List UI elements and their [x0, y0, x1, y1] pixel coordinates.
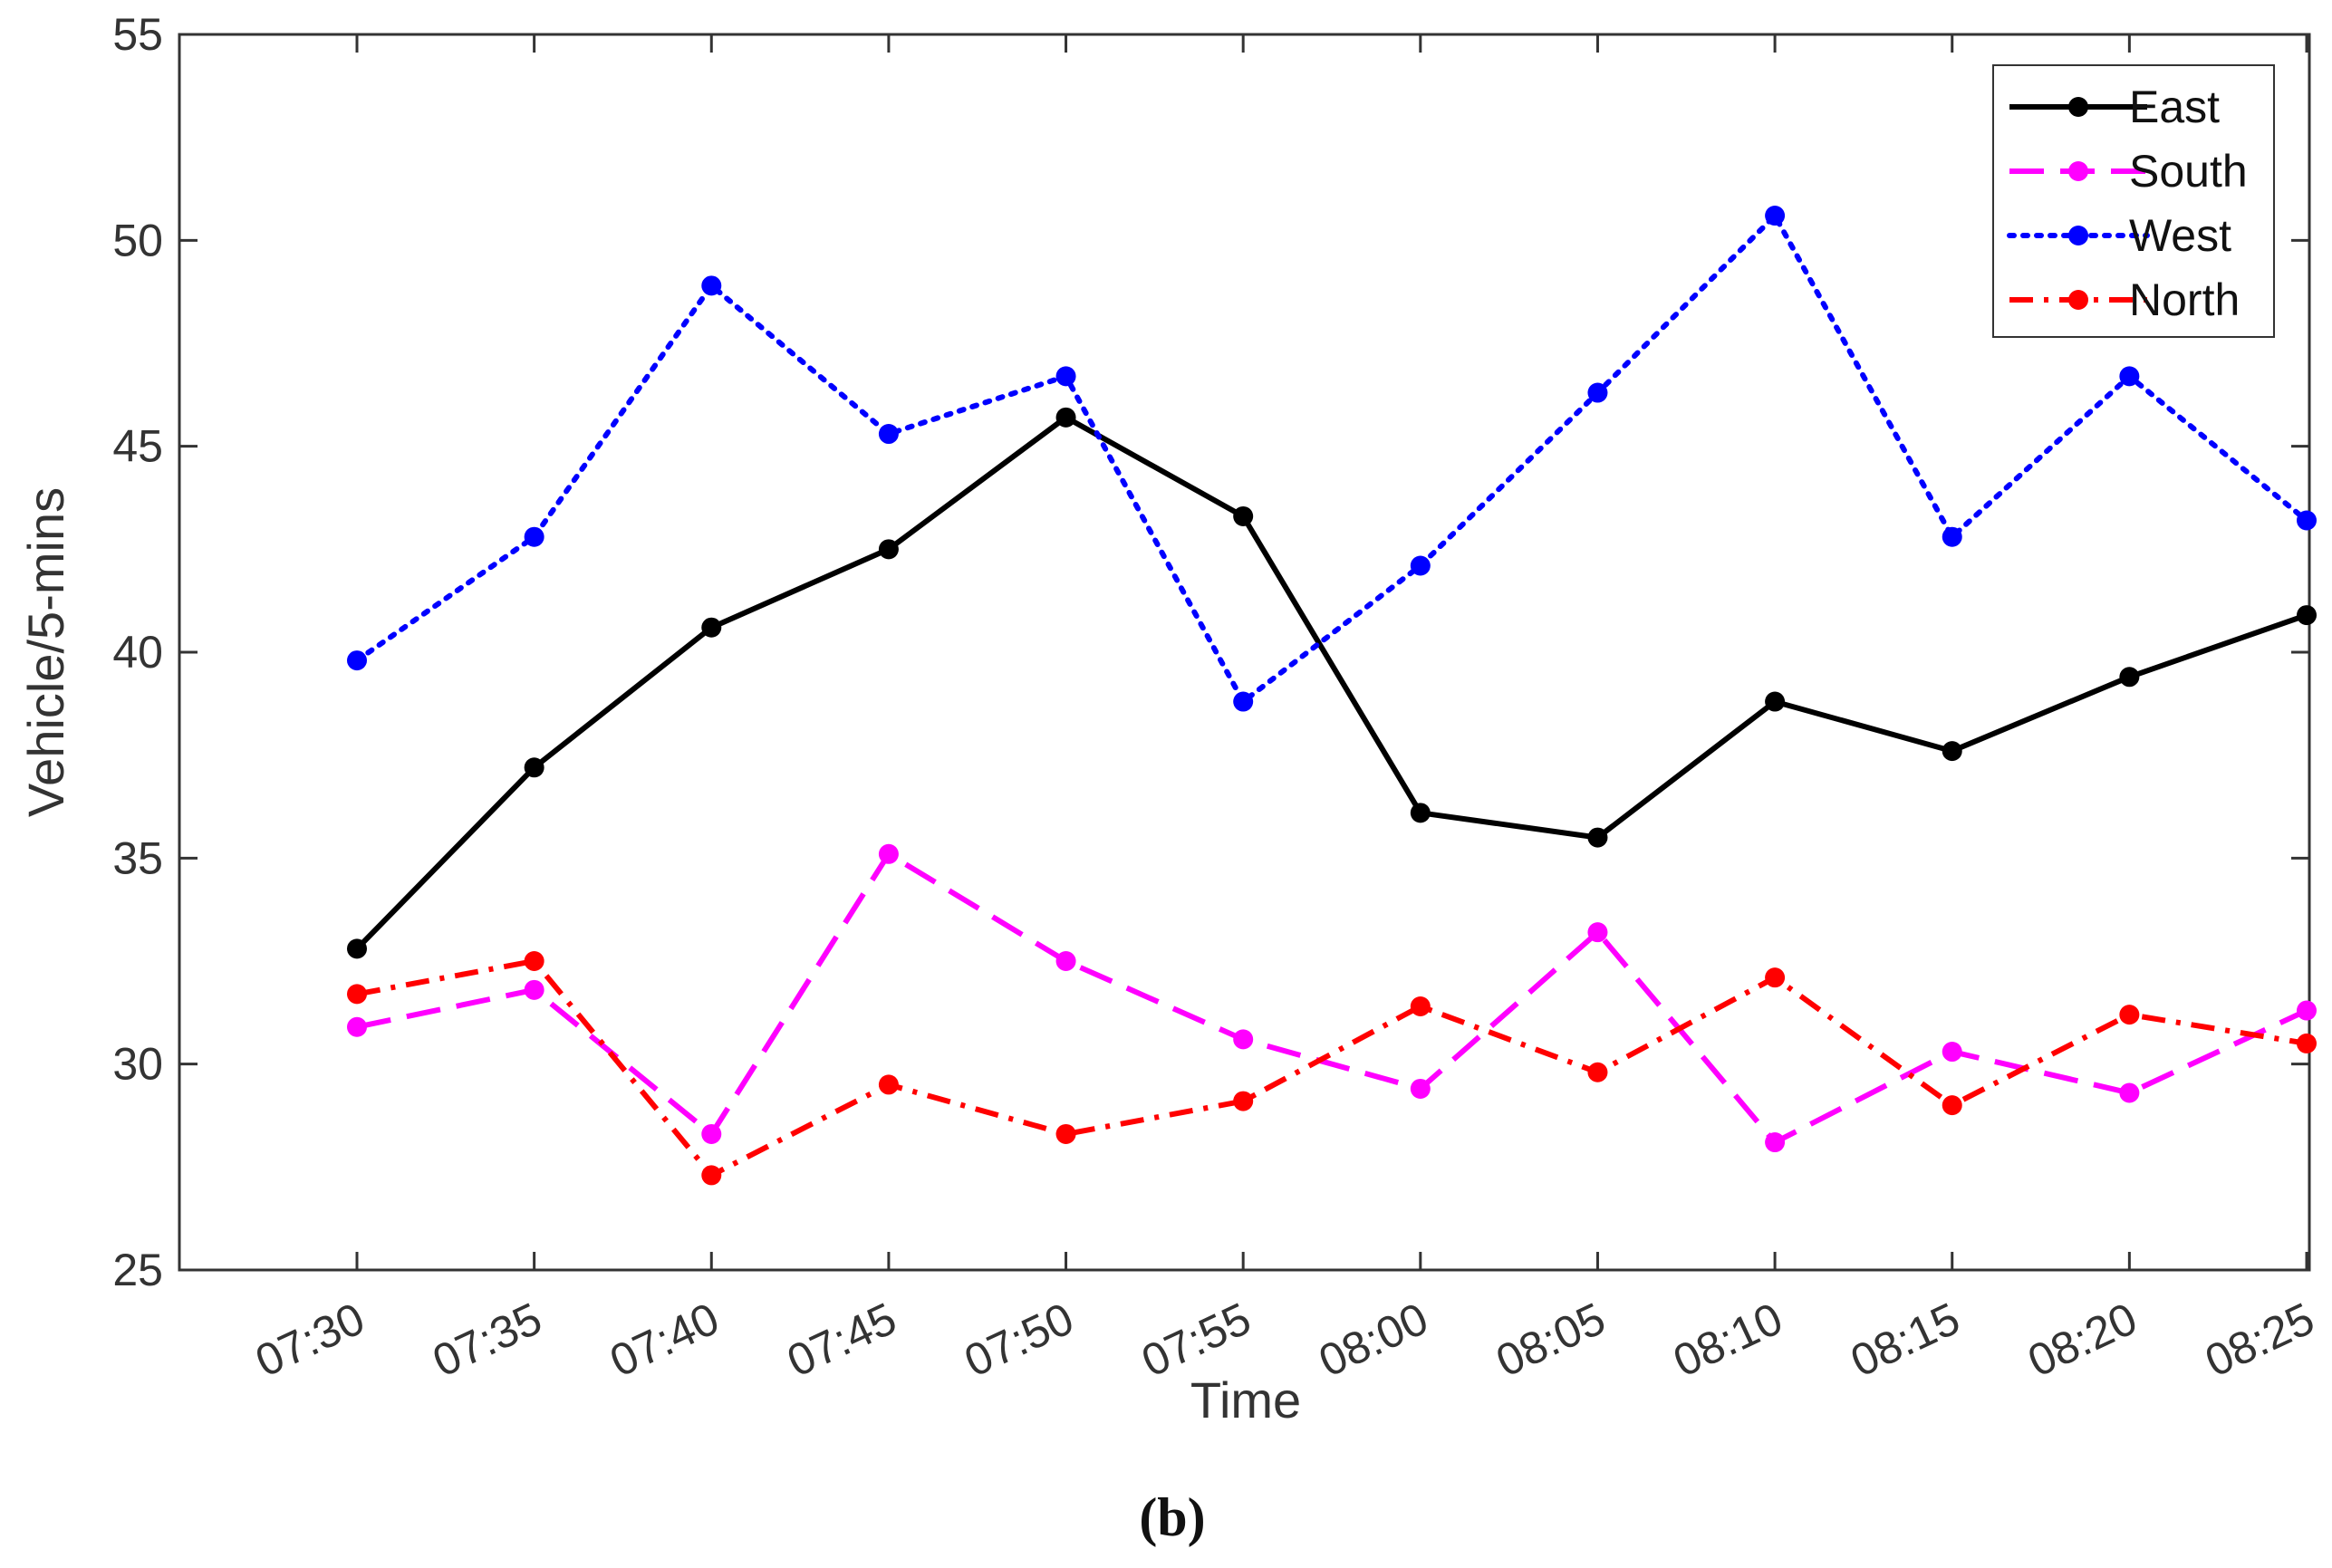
legend-marker-south [2068, 161, 2088, 181]
data-point-west [701, 275, 722, 296]
data-point-north [1587, 1062, 1608, 1082]
series-line-north [356, 958, 2308, 1178]
x-tick-label: 08:20 [2020, 1293, 2144, 1387]
y-tick-label: 25 [112, 1245, 163, 1295]
data-point-east [2297, 605, 2317, 626]
y-tick-label: 55 [112, 9, 163, 60]
data-point-east [524, 757, 544, 778]
legend-label-north: North [2129, 274, 2240, 325]
data-point-east [1942, 741, 1962, 762]
data-point-east [1410, 803, 1431, 823]
legend-marker-west [2068, 226, 2088, 245]
data-point-south [701, 1123, 722, 1144]
y-tick-label: 35 [112, 832, 163, 883]
data-point-north [524, 951, 544, 971]
data-point-north [1055, 1123, 1076, 1144]
data-point-north [1942, 1095, 1962, 1116]
data-point-west [1765, 206, 1786, 226]
data-point-north [1765, 967, 1786, 988]
series-west [347, 206, 2317, 712]
y-axis-label: Vehicle/5-mins [17, 487, 74, 817]
plot-frame [178, 33, 2311, 1272]
data-point-south [1055, 951, 1076, 971]
y-tick-label: 30 [112, 1039, 163, 1090]
data-point-west [1055, 366, 1076, 387]
y-axis: 25 30 35 40 45 50 55 [112, 9, 2309, 1295]
data-point-south [2119, 1082, 2140, 1103]
data-point-east [347, 938, 367, 959]
data-point-west [1410, 555, 1431, 576]
legend-marker-north [2068, 290, 2088, 310]
data-point-south [2297, 1000, 2317, 1021]
series-east [347, 407, 2317, 959]
legend-label-south: South [2129, 146, 2248, 197]
x-tick-label: 08:00 [1311, 1293, 1435, 1387]
data-point-west [524, 526, 544, 547]
data-point-south [347, 1016, 367, 1037]
data-point-north [878, 1074, 899, 1095]
data-point-east [2119, 667, 2140, 688]
data-point-south [1410, 1078, 1431, 1099]
data-point-west [1587, 382, 1608, 403]
x-tick-label: 07:50 [957, 1293, 1081, 1387]
x-axis-label: Time [1190, 1371, 1301, 1429]
data-point-west [878, 424, 899, 445]
data-point-west [2119, 366, 2140, 387]
data-point-south [1587, 922, 1608, 943]
series-line-south [356, 851, 2308, 1146]
data-point-east [1765, 691, 1786, 712]
data-point-west [347, 650, 367, 671]
x-tick-label: 07:30 [248, 1293, 372, 1387]
x-tick-label: 08:05 [1489, 1293, 1613, 1387]
series-layer [347, 206, 2317, 1186]
legend-label-east: East [2129, 82, 2220, 132]
y-tick-label: 50 [112, 215, 163, 265]
data-point-south [1765, 1132, 1786, 1153]
x-tick-label: 08:25 [2198, 1293, 2322, 1387]
data-point-east [1233, 505, 1254, 526]
legend-label-west: West [2129, 210, 2231, 261]
legend-box [1992, 64, 2275, 338]
data-point-east [878, 539, 899, 560]
x-tick-label: 07:35 [425, 1293, 549, 1387]
data-point-west [1233, 691, 1254, 712]
series-north [347, 951, 2317, 1186]
legend: East South West North [1992, 64, 2275, 338]
series-south [347, 843, 2317, 1153]
data-point-south [1233, 1029, 1254, 1050]
x-tick-label: 08:10 [1666, 1293, 1790, 1387]
x-tick-label: 08:15 [1843, 1293, 1967, 1387]
data-point-north [2119, 1005, 2140, 1025]
data-point-south [878, 843, 899, 864]
panel-label: (b) [1139, 1487, 1205, 1547]
series-line-east [354, 414, 2308, 951]
data-point-south [1942, 1042, 1962, 1063]
x-tick-label: 07:45 [779, 1293, 903, 1387]
data-point-south [524, 979, 544, 1000]
data-point-west [2297, 510, 2317, 531]
data-point-east [1055, 407, 1076, 428]
x-tick-label: 07:40 [602, 1293, 727, 1387]
data-point-east [701, 617, 722, 638]
legend-marker-east [2068, 97, 2088, 117]
data-point-north [1233, 1091, 1254, 1111]
y-tick-label: 40 [112, 627, 163, 678]
data-point-east [1587, 827, 1608, 848]
data-point-north [1410, 996, 1431, 1017]
data-point-north [347, 984, 367, 1005]
data-point-north [2297, 1033, 2317, 1053]
data-point-north [701, 1165, 722, 1186]
data-point-west [1942, 526, 1962, 547]
y-tick-label: 45 [112, 421, 163, 472]
